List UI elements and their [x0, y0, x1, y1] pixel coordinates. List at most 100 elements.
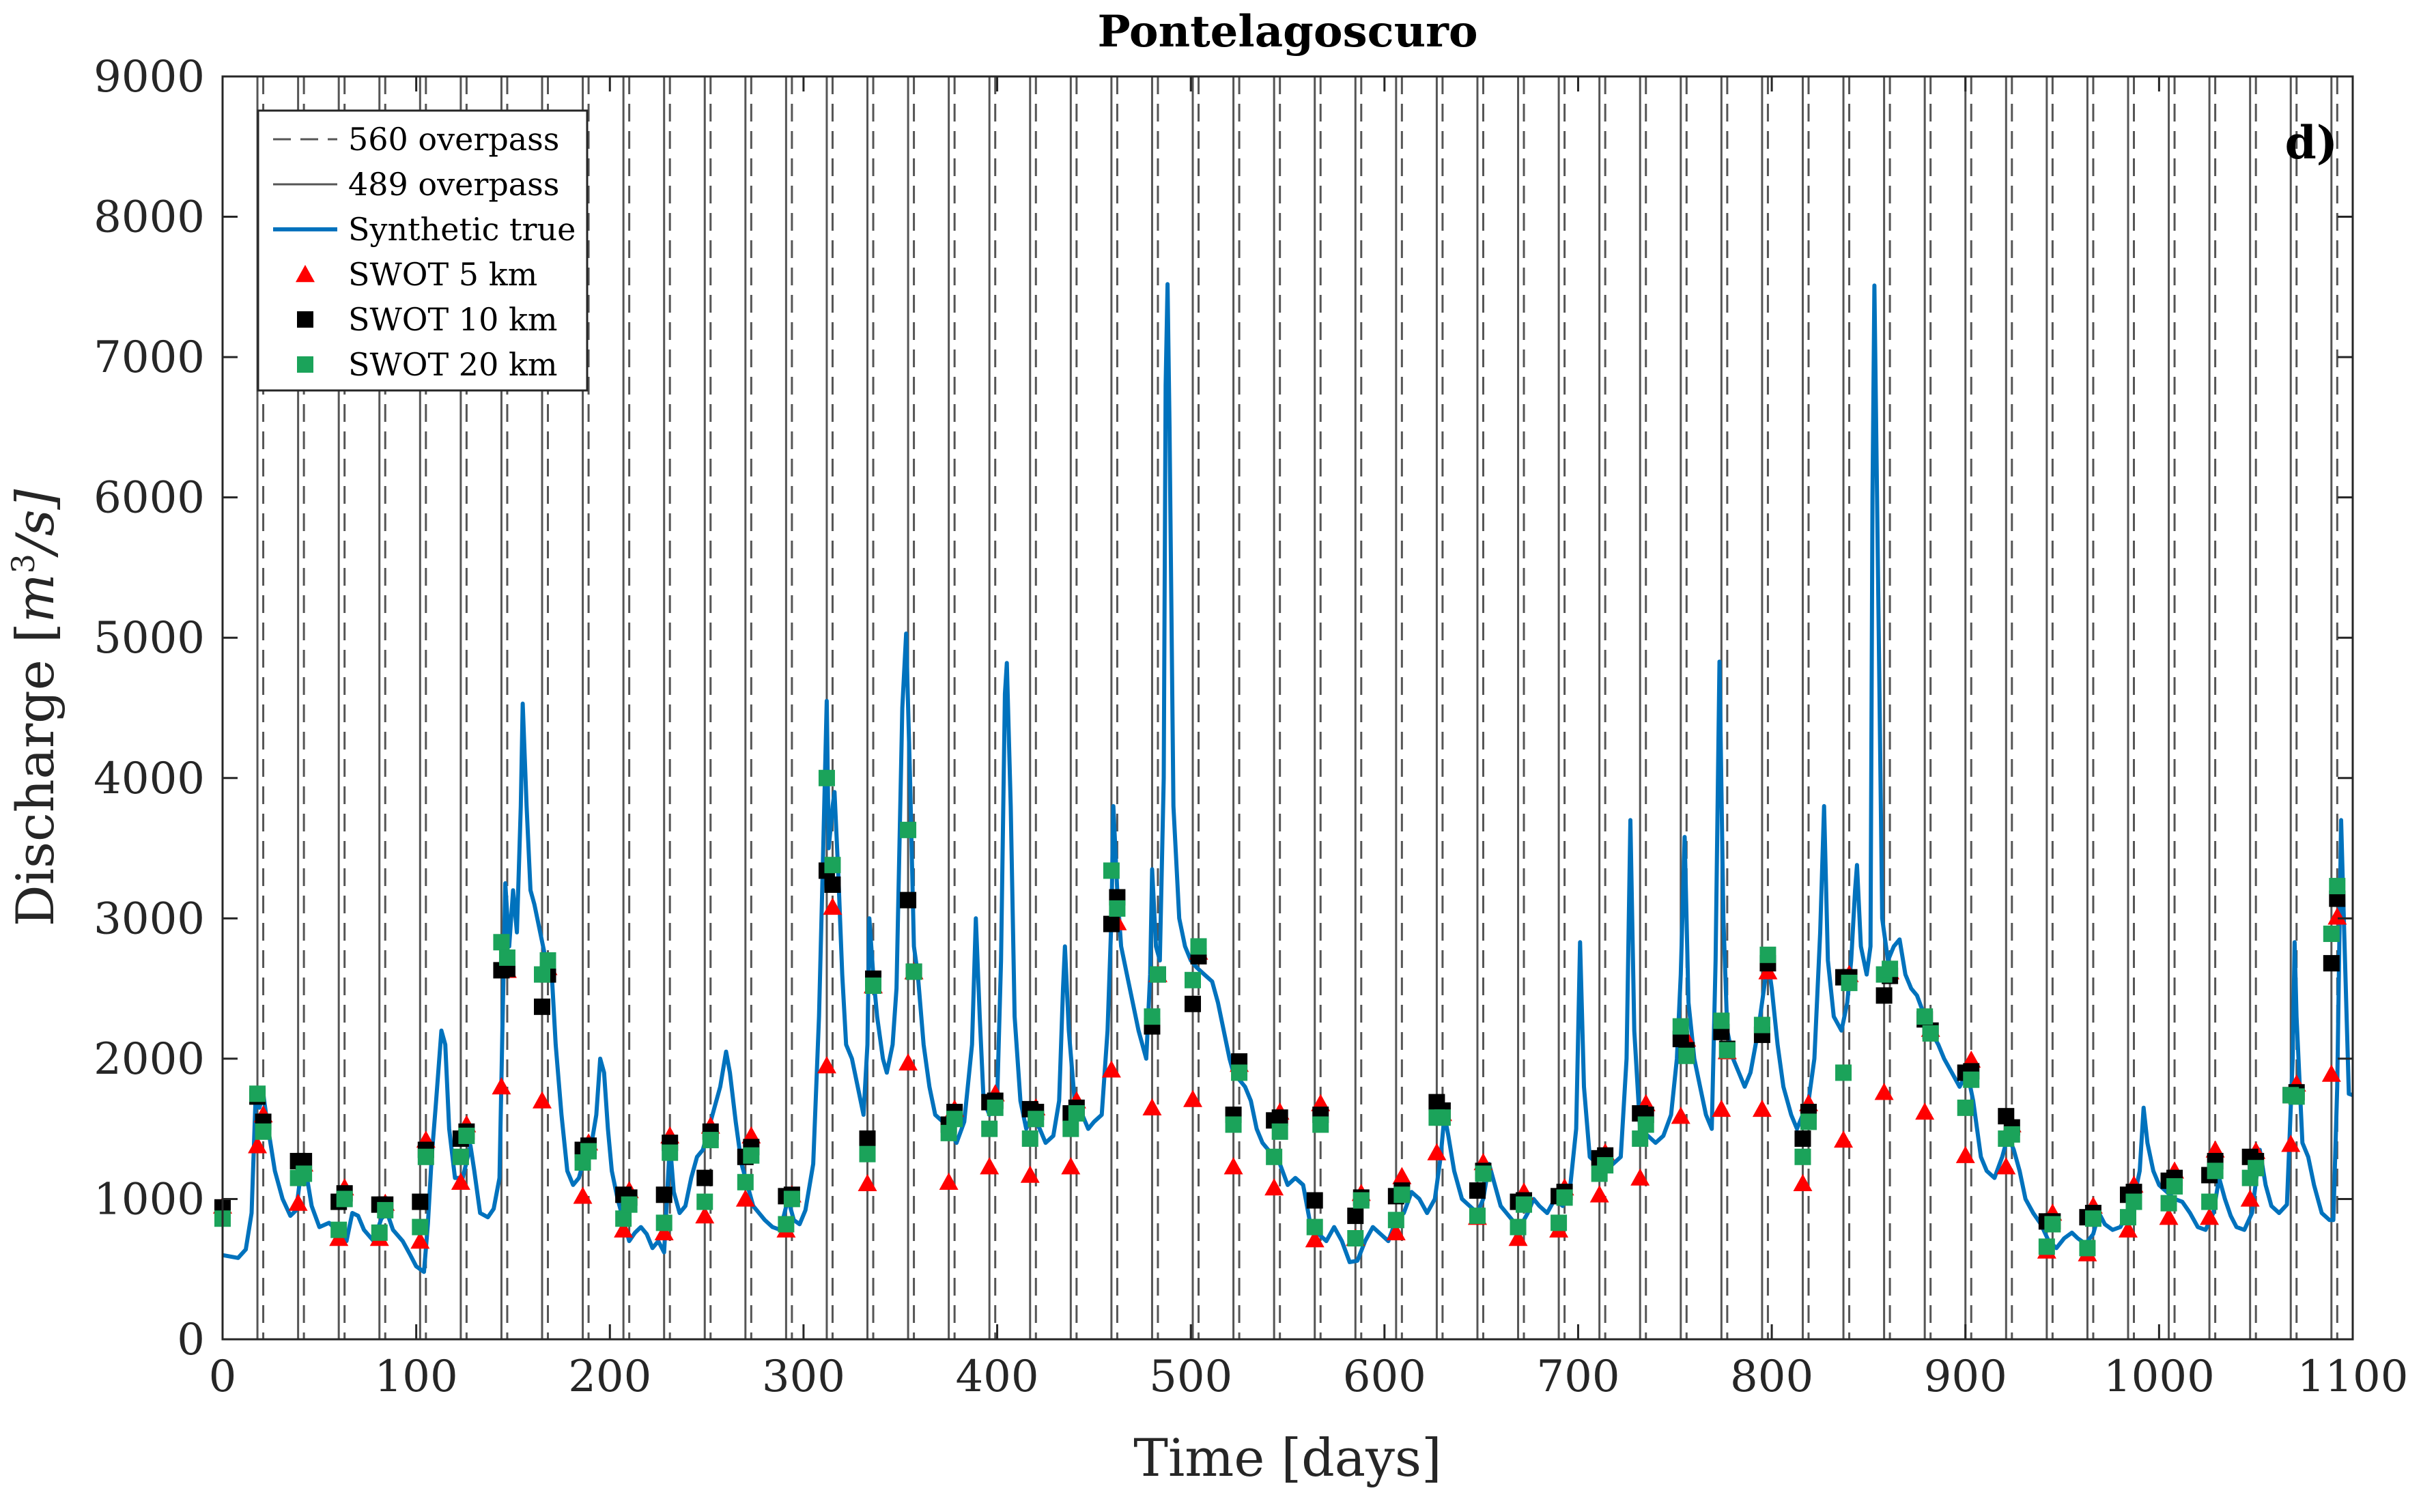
swot-20km-marker — [2125, 1193, 2142, 1210]
swot-10km-marker — [655, 1186, 672, 1203]
swot-20km-marker — [615, 1210, 632, 1227]
legend-swatch-swot-20km — [297, 356, 313, 373]
x-tick-label: 400 — [955, 1352, 1038, 1402]
swot-10km-marker — [1875, 987, 1893, 1004]
swot-10km-marker — [1103, 915, 1120, 932]
swot-5km-marker — [1630, 1168, 1650, 1186]
swot-20km-marker — [1556, 1189, 1573, 1206]
x-tick-label: 1000 — [2104, 1352, 2215, 1402]
plot-area-frame — [221, 75, 2354, 1341]
swot-20km-marker — [1062, 1120, 1079, 1137]
y-axis-title-prefix: Discharge [ — [5, 623, 66, 926]
swot-5km-marker — [2159, 1208, 2179, 1225]
swot-20km-marker — [336, 1190, 353, 1208]
swot-5km-marker — [735, 1189, 755, 1207]
swot-20km-marker — [452, 1148, 469, 1165]
swot-5km-marker — [1020, 1165, 1040, 1183]
swot-10km-marker — [859, 1130, 876, 1147]
y-tick-label: 9000 — [94, 52, 205, 102]
swot-20km-marker — [498, 949, 515, 966]
swot-5km-marker — [1427, 1143, 1447, 1160]
swot-5km-marker — [2240, 1189, 2260, 1207]
swot-20km-marker — [1672, 1018, 1689, 1035]
x-tick-label: 700 — [1536, 1352, 1619, 1402]
swot-20km-marker — [580, 1143, 597, 1160]
swot-20km-marker — [2329, 878, 2346, 895]
swot-20km-marker — [621, 1196, 638, 1213]
swot-10km-marker — [900, 891, 917, 909]
swot-5km-marker — [492, 1077, 511, 1095]
swot-20km-marker — [1225, 1116, 1242, 1133]
swot-20km-marker — [905, 963, 922, 980]
swot-20km-marker — [1759, 946, 1776, 963]
y-tick-labels: 0 1000 2000 3000 4000 5000 6000 7000 8000 9000 — [94, 52, 205, 1365]
swot-20km-marker — [1434, 1109, 1451, 1126]
swot-20km-marker — [1475, 1165, 1492, 1182]
swot-5km-marker — [288, 1193, 308, 1211]
swot-5km-marker — [939, 1172, 959, 1190]
x-axis-title-text: Time [days] — [1133, 1427, 1441, 1488]
swot-20km-marker — [1841, 974, 1858, 991]
swot-20km-marker — [743, 1147, 760, 1164]
swot-20km-marker — [412, 1218, 429, 1236]
x-tick-label: 0 — [209, 1352, 237, 1402]
legend-label: Synthetic true — [348, 211, 576, 248]
swot-20km-marker — [458, 1127, 475, 1144]
swot-20km-marker — [1347, 1230, 1364, 1246]
swot-20km-marker — [1149, 966, 1166, 983]
swot-5km-marker — [1712, 1099, 1731, 1117]
swot-20km-marker — [255, 1123, 272, 1140]
swot-5km-marker — [1142, 1098, 1162, 1116]
swot-20km-marker — [1185, 971, 1202, 988]
swot-20km-marker — [737, 1173, 754, 1190]
axis-ticks — [221, 75, 2354, 1341]
swot-20km-marker — [1678, 1047, 1695, 1064]
swot-20km-marker — [1794, 1148, 1811, 1165]
swot-10km-marker — [534, 998, 550, 1015]
y-tick-label: 5000 — [94, 613, 205, 664]
swot-20km-marker — [1957, 1099, 1974, 1116]
swot-20km-marker — [2248, 1160, 2265, 1177]
swot-20km-marker — [1021, 1130, 1038, 1147]
swot-20km-marker — [1103, 862, 1120, 879]
swot-20km-marker — [2323, 925, 2340, 942]
swot-10km-marker — [1794, 1130, 1811, 1147]
swot-5km-marker — [1508, 1229, 1528, 1246]
swot-5km-marker — [614, 1220, 634, 1238]
swot-20km-marker — [946, 1111, 963, 1128]
swot-5km-marker — [533, 1091, 552, 1109]
swot-5km-marker — [1793, 1173, 1813, 1192]
legend-label: 489 overpass — [348, 166, 559, 203]
swot-5km-marker — [1386, 1223, 1406, 1240]
x-tick-label: 500 — [1149, 1352, 1232, 1402]
x-tick-label: 100 — [375, 1352, 458, 1402]
swot-20km-marker — [377, 1201, 394, 1218]
y-axis-unit-tail: /s] — [5, 489, 66, 558]
swot-20km-marker — [1916, 1008, 1934, 1025]
legend-swatch-swot-5km — [296, 265, 315, 283]
swot-20km-marker — [2044, 1216, 2061, 1233]
swot-20km-marker — [2288, 1088, 2305, 1105]
swot-20km-marker — [1718, 1042, 1736, 1059]
swot-20km-marker — [330, 1221, 348, 1238]
swot-5km-marker — [2321, 1064, 2341, 1082]
swot-5km-marker — [2327, 907, 2347, 925]
swot-5km-marker — [410, 1231, 430, 1249]
legend-box — [257, 109, 589, 392]
swot-5km-marker — [1915, 1102, 1935, 1120]
y-tick-label: 3000 — [94, 894, 205, 944]
swot-20km-marker — [2201, 1193, 2218, 1210]
swot-10km-marker — [1271, 1109, 1288, 1126]
swot-5km-marker — [1834, 1130, 1854, 1148]
swot-20km-marker — [1144, 1008, 1161, 1025]
swot-20km-marker — [1713, 1012, 1730, 1029]
swot-20km-marker — [539, 952, 556, 969]
y-tick-label: 1000 — [94, 1174, 205, 1225]
swot-5km-marker — [2281, 1135, 2301, 1152]
swot-20km-marker — [1231, 1064, 1248, 1081]
swot-5km-marker — [1264, 1178, 1284, 1196]
swot-10km-marker — [1469, 1182, 1486, 1199]
swot-20km-marker — [865, 978, 882, 994]
x-tick-label: 800 — [1730, 1352, 1813, 1402]
